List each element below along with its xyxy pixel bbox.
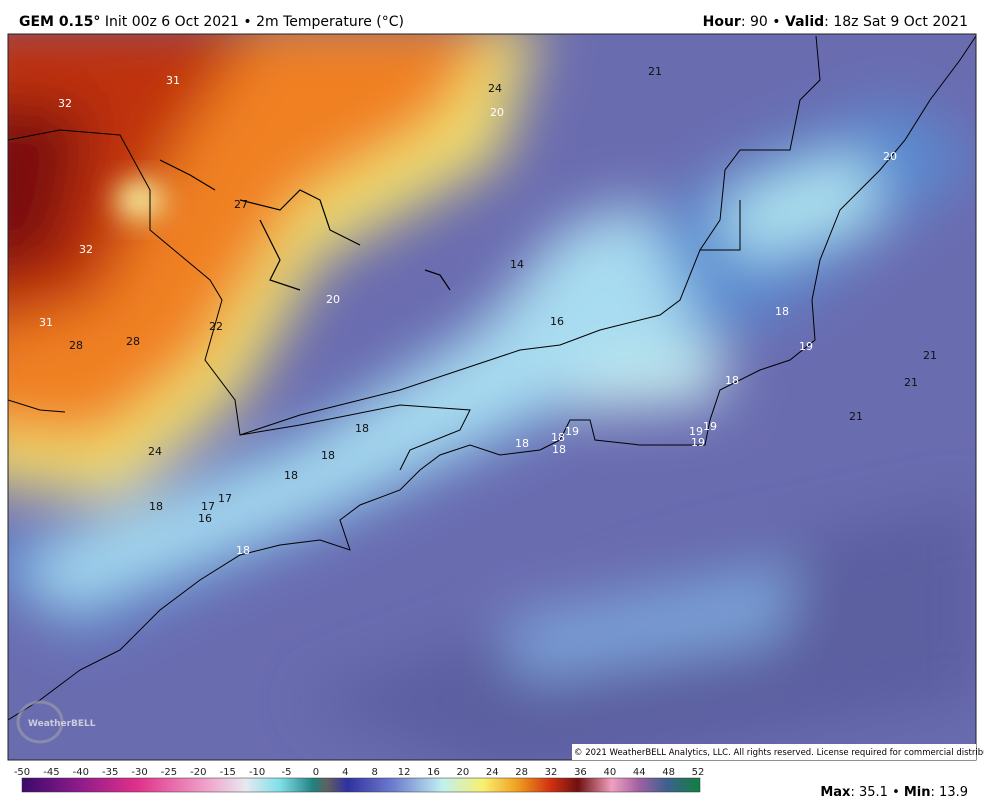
map xyxy=(8,34,976,760)
map-value-label: 18 xyxy=(775,305,789,318)
colorbar-label: 8 xyxy=(372,767,378,778)
colorbar-label: -10 xyxy=(249,767,265,778)
colorbar-label: 16 xyxy=(427,767,440,778)
map-value-label: 24 xyxy=(148,445,162,458)
model: GEM 0.15° xyxy=(19,14,100,30)
copyright-bg xyxy=(572,744,976,760)
colorbar-label: -5 xyxy=(282,767,292,778)
map-value-label: 32 xyxy=(79,243,93,256)
map-value-label: 22 xyxy=(209,320,223,333)
colorbar-label: 32 xyxy=(545,767,558,778)
map-value-label: 31 xyxy=(39,316,53,329)
map-value-label: 28 xyxy=(126,335,140,348)
colorbar-label: -35 xyxy=(102,767,118,778)
logo-mark xyxy=(16,700,64,744)
map-value-label: 18 xyxy=(236,544,250,557)
map-value-label: 27 xyxy=(234,198,248,211)
map-value-label: 31 xyxy=(166,74,180,87)
colorbar xyxy=(21,777,701,793)
map-value-label: 21 xyxy=(904,376,918,389)
map-value-label: 19 xyxy=(565,425,579,438)
map-value-label: 18 xyxy=(725,374,739,387)
colorbar-label: -45 xyxy=(43,767,59,778)
colorbar-label: 24 xyxy=(486,767,499,778)
map-value-label: 28 xyxy=(69,339,83,352)
colorbar-label: -30 xyxy=(131,767,147,778)
colorbar-label: 28 xyxy=(515,767,528,778)
colorbar-label: 44 xyxy=(633,767,646,778)
map-value-label: 18 xyxy=(149,500,163,513)
map-value-label: 19 xyxy=(689,425,703,438)
logo: WeatherBELL xyxy=(28,719,96,729)
max: 35.1 xyxy=(859,785,888,800)
map-value-label: 18 xyxy=(551,431,565,444)
map-value-label: 20 xyxy=(490,106,504,119)
map-value-label: 20 xyxy=(326,293,340,306)
map-value-label: 14 xyxy=(510,258,524,271)
field: 2m Temperature (°C) xyxy=(256,14,404,30)
separator: • xyxy=(892,785,900,800)
colorbar-label: -40 xyxy=(73,767,89,778)
colorbar-label: -25 xyxy=(161,767,177,778)
init: Init 00z 6 Oct 2021 xyxy=(105,14,239,30)
colorbar-label: 0 xyxy=(313,767,319,778)
colorbar-label: 20 xyxy=(457,767,470,778)
min: 13.9 xyxy=(939,785,968,800)
map-value-label: 16 xyxy=(550,315,564,328)
map-value-label: 16 xyxy=(198,512,212,525)
map-value-label: 21 xyxy=(923,349,937,362)
header-right: Hour: 90 • Valid: 18z Sat 9 Oct 2021 xyxy=(703,14,968,30)
footer-stats: Max: 35.1 • Min: 13.9 xyxy=(820,785,968,800)
map-value-label: 18 xyxy=(552,443,566,456)
colorbar-label: 48 xyxy=(662,767,675,778)
max-label: Max xyxy=(820,785,851,800)
header: GEM 0.15° Init 00z 6 Oct 2021 • 2m Tempe… xyxy=(19,14,968,30)
colorbar-label: 12 xyxy=(398,767,411,778)
colorbar-label: -20 xyxy=(190,767,206,778)
map-value-label: 32 xyxy=(58,97,72,110)
hour-label: Hour xyxy=(703,14,741,30)
copyright: © 2021 WeatherBELL Analytics, LLC. All r… xyxy=(574,748,984,758)
map-value-label: 19 xyxy=(799,340,813,353)
map-value-label: 18 xyxy=(284,469,298,482)
header-left: GEM 0.15° Init 00z 6 Oct 2021 • 2m Tempe… xyxy=(19,14,404,30)
colorbar-label: -15 xyxy=(220,767,236,778)
valid-label: Valid xyxy=(785,14,824,30)
map-value-label: 18 xyxy=(515,437,529,450)
map-value-label: 24 xyxy=(488,82,502,95)
map-value-label: 18 xyxy=(355,422,369,435)
separator: • xyxy=(772,14,780,30)
colorbar-label: 52 xyxy=(692,767,705,778)
hour: 90 xyxy=(750,14,768,30)
min-label: Min xyxy=(904,785,931,800)
colorbar-label: -50 xyxy=(14,767,30,778)
separator: • xyxy=(243,14,251,30)
map-value-label: 19 xyxy=(691,436,705,449)
valid: 18z Sat 9 Oct 2021 xyxy=(833,14,968,30)
map-value-label: 21 xyxy=(849,410,863,423)
colorbar-labels: -50 -45 -40 -35 -30 -25 -20 -15 -10 -5 0 4 8 12 16 20 24… xyxy=(14,767,705,778)
map-value-label: 19 xyxy=(703,420,717,433)
colorbar-label: 36 xyxy=(574,767,587,778)
map-value-label: 21 xyxy=(648,65,662,78)
map-value-label: 17 xyxy=(218,492,232,505)
colorbar-label: 40 xyxy=(603,767,616,778)
colorbar-label: 4 xyxy=(342,767,348,778)
map-value-label: 20 xyxy=(883,150,897,163)
map-value-label: 18 xyxy=(321,449,335,462)
map-value-label: 17 xyxy=(201,500,215,513)
